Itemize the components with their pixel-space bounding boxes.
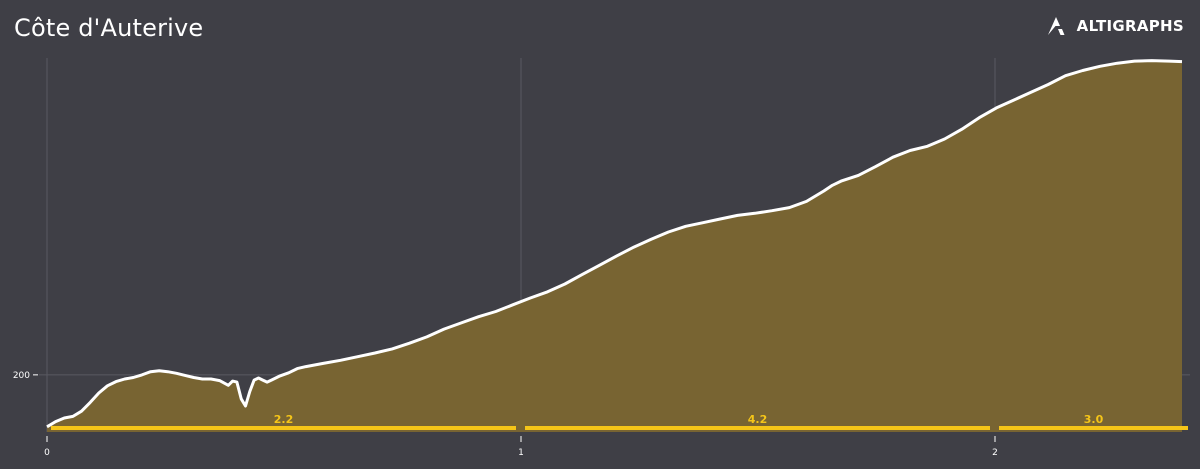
altigraphs-logo-icon xyxy=(1047,17,1065,35)
gradient-segment-bar xyxy=(51,426,516,430)
gradient-segment-label: 4.2 xyxy=(748,413,768,426)
elevation-line xyxy=(46,59,1183,429)
gradient-segment-bar xyxy=(999,426,1188,430)
brand-logo: ALTIGRAPHS xyxy=(1047,16,1184,36)
gradient-segment-bar xyxy=(525,426,990,430)
axis-layer: 0 1 2 200 xyxy=(13,371,998,458)
gradient-segment-label: 3.0 xyxy=(1084,413,1104,426)
gradient-segment-label: 2.2 xyxy=(274,413,294,426)
brand-name: ALTIGRAPHS xyxy=(1076,17,1184,35)
segment-layer: 2.2 4.2 3.0 xyxy=(51,413,1188,430)
x-tick-label: 1 xyxy=(518,448,524,458)
x-tick-label: 2 xyxy=(992,448,998,458)
x-tick-label: 0 xyxy=(44,448,50,458)
chart-title: Côte d'Auterive xyxy=(14,14,204,42)
y-tick-label: 200 xyxy=(13,371,30,381)
elevation-area xyxy=(47,60,1182,432)
